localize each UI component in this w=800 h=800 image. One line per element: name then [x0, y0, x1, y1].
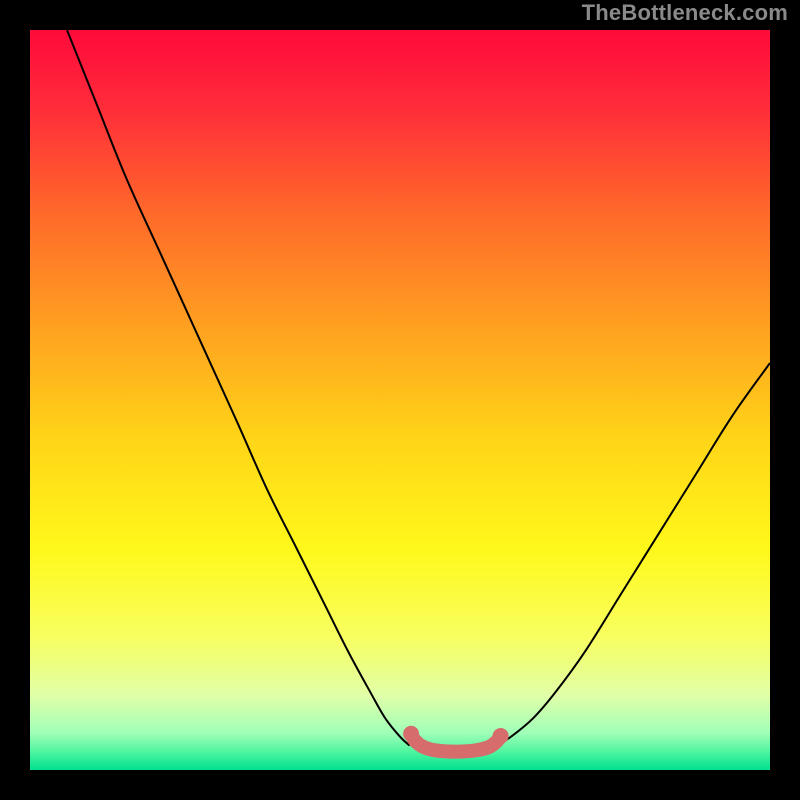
plot-gradient-background — [30, 30, 770, 770]
watermark-text: TheBottleneck.com — [582, 0, 788, 26]
bottom-marker-dot-left — [403, 726, 419, 742]
bottom-marker-dot-right — [493, 728, 509, 744]
bottleneck-chart — [0, 0, 800, 800]
